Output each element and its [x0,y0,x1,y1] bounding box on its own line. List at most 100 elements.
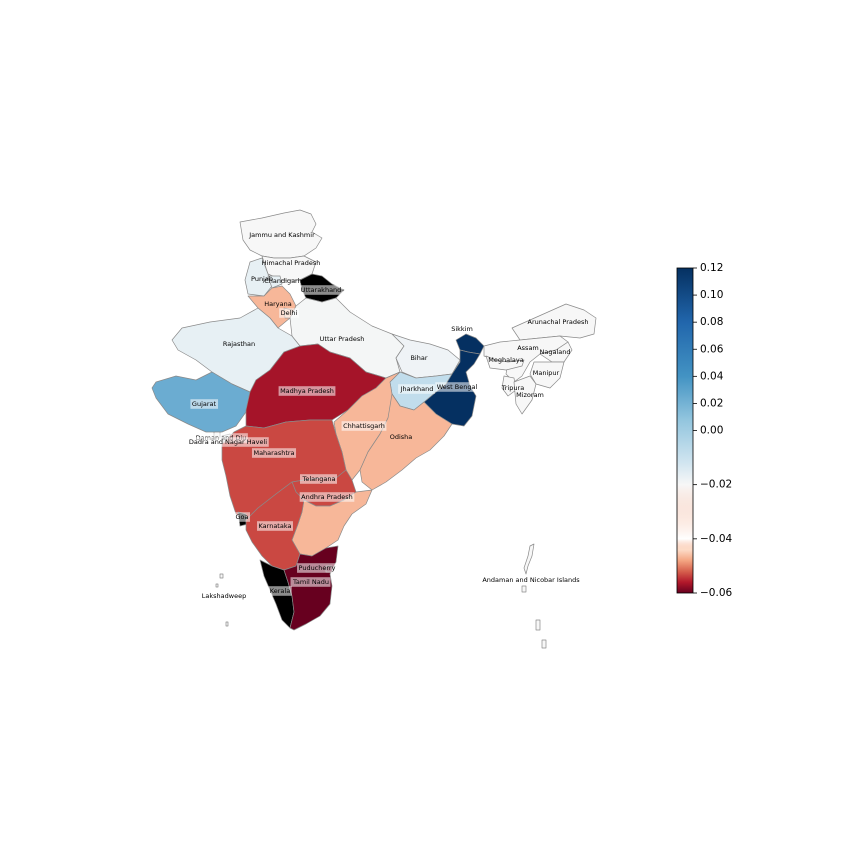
region-label: Telangana [302,475,336,483]
region-label: Sikkim [451,325,473,333]
region-punjab [244,257,273,297]
colorbar: 0.12 0.10 0.08 0.06 0.04 0.02 0.00 −0.02 −0.04 −0… [676,262,732,599]
label-mp: Madhya Pradesh [278,386,336,396]
colorbar-gradient [676,267,694,594]
region-label: Lakshadweep [202,592,246,600]
label-ar: Arunachal Pradesh [528,318,589,326]
region-label: Meghalaya [488,356,523,364]
label-jk: Jammu and Kashmir [248,231,315,239]
region-label: Assam [517,344,539,352]
label-wb: West Bengal [435,382,479,392]
region-label: Delhi [281,309,298,317]
region-label: Odisha [390,433,413,441]
region-andaman-and-nicobar-islands [521,543,547,649]
region-label: Andhra Pradesh [301,493,353,501]
region-chandigarh [267,275,283,289]
region-label: Himachal Pradesh [262,259,321,267]
colorbar-tick-label: 0.12 [700,262,723,274]
label-up: Uttar Pradesh [320,335,365,343]
colorbar-tick-label: 0.10 [700,289,723,301]
label-mn: Manipur [533,369,560,377]
label-background [299,492,355,502]
label-br: Bihar [410,354,427,362]
region-label: Chhattisgarh [343,422,385,430]
label-jh: Jharkhand [398,384,435,394]
colorbar-tick-label: −0.06 [700,587,732,599]
region-label: Nagaland [540,348,571,356]
label-hp: Himachal Pradesh [262,259,321,267]
region-label: Goa [236,513,249,521]
region-label: Maharashtra [253,449,294,457]
label-gj: Gujarat [190,399,219,409]
region-label: Gujarat [192,400,217,408]
region-label: Tamil Nadu [292,578,329,586]
label-uk: Uttarakhand [299,285,343,295]
label-tr: Tripura [501,384,524,392]
label-background [268,586,292,596]
label-mh: Maharashtra [251,448,297,458]
label-mz: Mizoram [516,391,544,399]
label-background [398,384,435,394]
label-background [257,521,293,531]
region-label: Bihar [410,354,427,362]
label-an: Andaman and Nicobar Islands [482,576,580,584]
label-background [279,308,300,318]
region-label: Uttarakhand [301,286,342,294]
region-label: Karnataka [259,522,292,530]
label-ml: Meghalaya [488,356,523,364]
label-nl: Nagaland [540,348,571,356]
colorbar-tick-label: 0.08 [700,316,723,328]
label-kl: Kerala [268,586,292,596]
region-meghalaya [485,355,525,371]
label-background [299,285,343,295]
label-background [187,437,269,447]
region-mizoram [513,375,537,415]
label-tg: Telangana [300,474,338,484]
label-ga: Goa [234,512,251,522]
label-background [435,382,479,392]
label-ap: Andhra Pradesh [299,492,355,502]
region-label: Andaman and Nicobar Islands [482,576,580,584]
label-ch: Chandigarh [264,277,301,285]
colorbar-tick-label: 0.00 [700,425,723,437]
label-background [300,474,338,484]
region-manipur [529,361,565,389]
colorbar-tick-label: 0.04 [700,370,724,382]
region-tripura [501,375,517,397]
colorbar-tick-label: 0.06 [700,343,724,355]
region-jammu-and-kashmir [239,209,323,259]
region-label: Uttar Pradesh [320,335,365,343]
label-background [251,448,297,458]
label-dn: Dadra and Nagar Haveli [187,437,269,447]
colorbar-ticks: 0.12 0.10 0.08 0.06 0.04 0.02 0.00 −0.02 −0.04 −0… [693,262,732,599]
label-pb: Punjab [251,275,273,283]
colorbar-tick-label: −0.04 [700,533,732,545]
region-label: Chandigarh [264,277,301,285]
region-label: Puducherry [299,564,336,572]
state-polygons [151,209,597,649]
label-sk: Sikkim [451,325,473,333]
region-lakshadweep [215,573,229,627]
label-background [341,421,387,431]
label-rj: Rajasthan [223,340,255,348]
region-label: Jharkhand [400,385,434,393]
region-label: Rajasthan [223,340,255,348]
label-background [234,512,251,522]
label-tn: Tamil Nadu [290,577,331,587]
label-ld: Lakshadweep [202,592,246,600]
label-ka: Karnataka [257,521,293,531]
label-background [290,577,331,587]
label-hr: Haryana [264,300,291,308]
label-background [190,399,219,409]
label-py: Puducherry [297,563,338,573]
region-label: Dadra and Nagar Haveli [189,438,267,446]
region-label: Haryana [264,300,291,308]
label-cg: Chhattisgarh [341,421,387,431]
region-label: Manipur [533,369,560,377]
region-label: Arunachal Pradesh [528,318,589,326]
label-dl: Delhi [279,308,300,318]
label-background [278,386,336,396]
region-label: West Bengal [437,383,478,391]
